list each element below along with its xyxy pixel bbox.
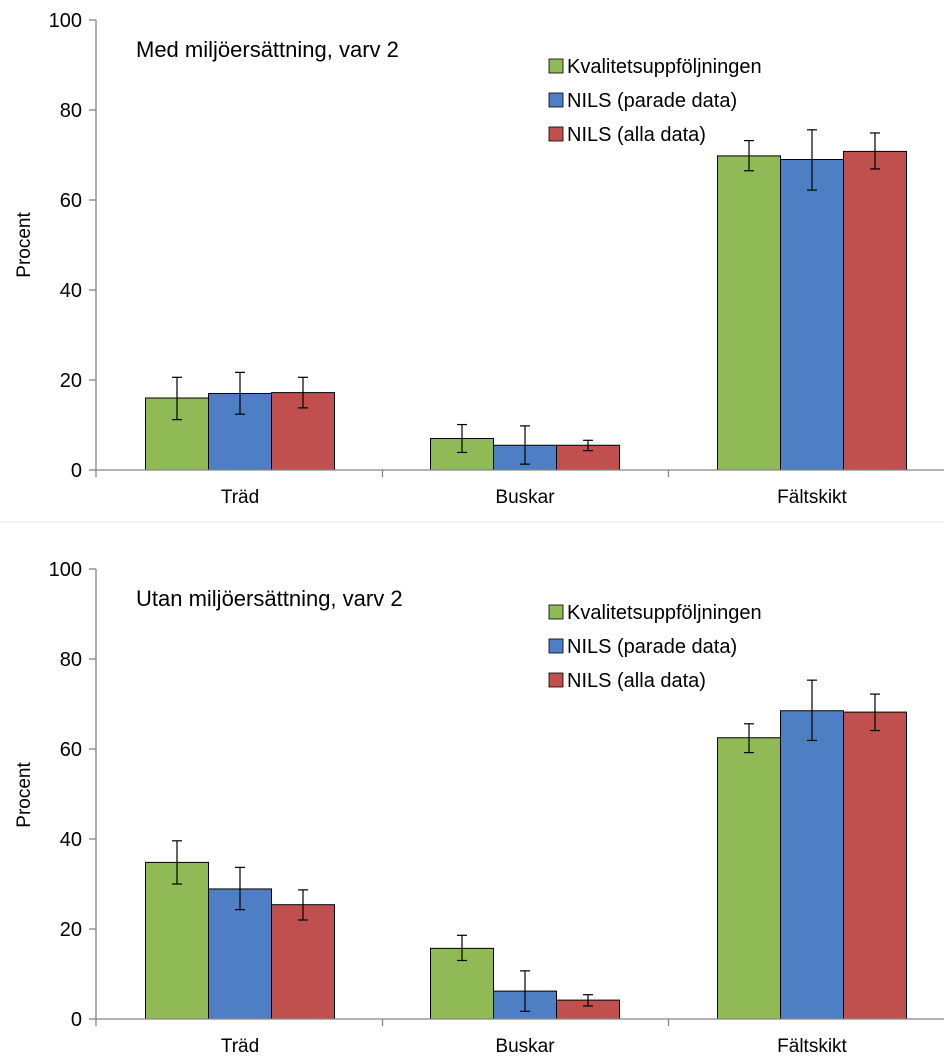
bar [780, 710, 844, 1020]
chart-title: Utan miljöersättning, varv 2 [136, 586, 403, 611]
legend-label: Kvalitetsuppföljningen [567, 602, 762, 624]
legend-swatch [548, 126, 564, 142]
legend-label: Kvalitetsuppföljningen [567, 56, 762, 78]
bar [843, 711, 907, 1020]
legend-swatch [548, 638, 564, 654]
y-tick-label: 40 [60, 280, 82, 302]
x-tick-label: Fältskikt [777, 1036, 847, 1057]
y-tick-label: 0 [71, 1009, 82, 1031]
y-tick-label: 0 [71, 460, 82, 482]
x-tick-label: Buskar [495, 1036, 555, 1057]
legend: Kvalitetsuppföljningen NILS (parade data)… [548, 602, 762, 692]
legend-swatch [548, 92, 564, 108]
y-tick-label: 40 [60, 829, 82, 851]
chart-panel-2: 0 20 40 60 80 100 Träd Buskar Fältskikt Procent Ut… [14, 559, 944, 1057]
bar [145, 861, 209, 1020]
chart-title: Med miljöersättning, varv 2 [136, 37, 399, 62]
y-tick-label: 20 [60, 370, 82, 392]
legend: Kvalitetsuppföljningen NILS (parade data)… [548, 56, 762, 146]
y-tick-label: 60 [60, 190, 82, 212]
y-axis-label: Procent [14, 212, 35, 278]
y-tick-label: 60 [60, 739, 82, 761]
bar [717, 155, 781, 471]
legend-label: NILS (alla data) [567, 670, 706, 692]
x-tick-label: Träd [221, 1036, 259, 1057]
x-tick-label: Träd [221, 487, 259, 508]
x-tick-label: Buskar [495, 487, 555, 508]
bar [717, 737, 781, 1020]
bar [843, 150, 907, 471]
x-tick-label: Fältskikt [777, 487, 847, 508]
bar [271, 904, 335, 1020]
legend-swatch [548, 604, 564, 620]
y-tick-label: 20 [60, 919, 82, 941]
y-tick-label: 100 [49, 559, 82, 581]
legend-label: NILS (alla data) [567, 124, 706, 146]
bar [780, 159, 844, 471]
legend-swatch [548, 672, 564, 688]
y-tick-label: 80 [60, 100, 82, 122]
y-axis-label: Procent [14, 762, 35, 828]
chart-panel-1: 0 20 40 60 80 100 Träd Buskar Fältskikt Procent Me… [14, 10, 944, 508]
legend-label: NILS (parade data) [567, 90, 737, 112]
y-tick-label: 100 [49, 10, 82, 32]
legend-swatch [548, 58, 564, 74]
bar [208, 888, 272, 1020]
legend-label: NILS (parade data) [567, 636, 737, 658]
y-tick-label: 80 [60, 649, 82, 671]
